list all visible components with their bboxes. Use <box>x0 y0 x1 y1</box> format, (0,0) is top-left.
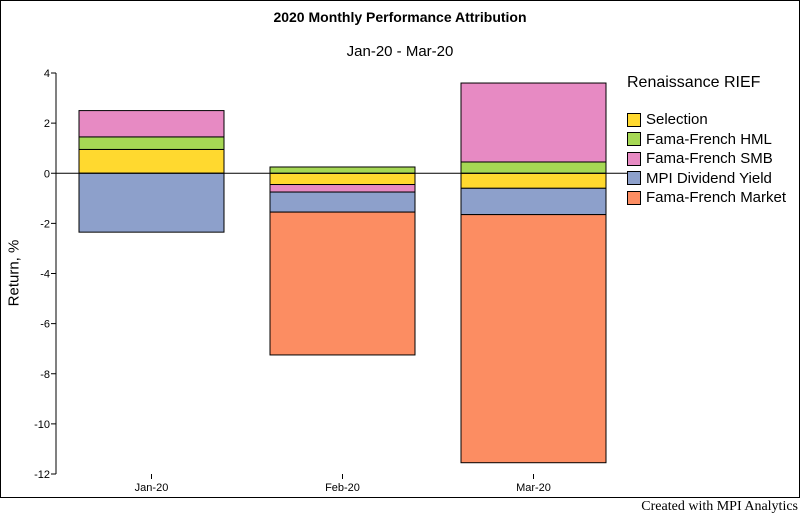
y-tick-label: -2 <box>40 218 50 230</box>
legend-item: Fama-French HML <box>627 130 786 150</box>
bar-segment <box>78 172 225 233</box>
legend-label: Fama-French Market <box>646 189 787 207</box>
y-tick-label: -8 <box>40 369 50 381</box>
chart-title: 2020 Monthly Performance Attribution <box>273 9 527 25</box>
bar-segment <box>269 211 416 356</box>
y-tick-label: -4 <box>40 269 50 281</box>
bar-segment <box>460 187 607 216</box>
bar-segment <box>269 172 416 186</box>
bar-segment <box>269 191 416 213</box>
bar-segment <box>269 184 416 193</box>
legend-item: Selection <box>627 110 786 130</box>
legend-title: Renaissance RIEF <box>627 74 761 91</box>
bar-segment <box>460 161 607 174</box>
legend-label: Selection <box>646 111 708 129</box>
legend-label: MPI Dividend Yield <box>646 169 772 187</box>
legend-label: Fama-French SMB <box>646 150 773 168</box>
credit-text: Created with MPI Analytics <box>641 499 798 514</box>
legend-label: Fama-French HML <box>646 130 772 148</box>
legend-item: MPI Dividend Yield <box>627 169 786 189</box>
y-tick-label: -6 <box>40 319 50 331</box>
bar-segment <box>78 136 225 150</box>
legend-items: Selection Fama-French HML Fama-French SMB M… <box>627 110 786 208</box>
chart-subtitle: Jan-20 - Mar-20 <box>346 43 454 60</box>
x-tick-label: Jan-20 <box>135 482 169 494</box>
y-tick-label: -12 <box>34 469 50 481</box>
legend-swatch <box>627 151 641 166</box>
legend-swatch <box>627 190 641 205</box>
legend: Renaissance RIEF Selection Fama-French HM… <box>627 74 786 208</box>
legend-item: Fama-French Market <box>627 188 786 208</box>
legend-swatch <box>627 112 641 127</box>
y-tick-label: 4 <box>44 68 50 80</box>
bar-segment <box>460 214 607 464</box>
bar-segment <box>78 148 225 174</box>
plot-area: 4 2 0 -2 -4 -6 -8 -10 -12 Jan-20 Feb-20 Mar-20 <box>34 68 629 494</box>
bar-segment <box>78 110 225 138</box>
bar-segment <box>460 172 607 189</box>
y-tick-label: 2 <box>44 118 50 130</box>
legend-item: Fama-French SMB <box>627 149 786 169</box>
legend-swatch <box>627 132 641 147</box>
x-tick-label: Mar-20 <box>516 482 551 494</box>
x-tick-label: Feb-20 <box>325 482 360 494</box>
bar-segment <box>460 82 607 163</box>
y-tick-label: 0 <box>44 168 50 180</box>
bar-segment <box>269 166 416 174</box>
legend-swatch <box>627 171 641 186</box>
y-tick-label: -10 <box>34 419 50 431</box>
